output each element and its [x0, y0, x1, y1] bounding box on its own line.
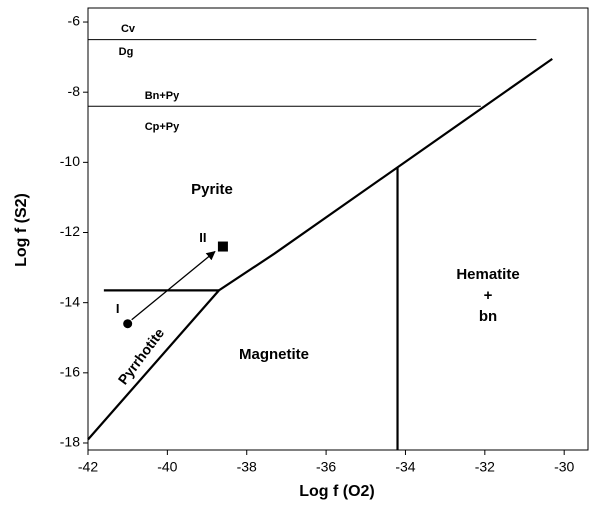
region-label: bn — [479, 308, 497, 325]
x-tick-label: -30 — [554, 459, 574, 475]
x-tick-label: -40 — [157, 459, 177, 475]
point-marker — [217, 241, 228, 252]
point-label: II — [199, 230, 206, 245]
x-tick-label: -34 — [395, 459, 415, 475]
x-axis-label: Log f (O2) — [299, 483, 375, 500]
region-label: Magnetite — [239, 346, 309, 363]
x-tick-label: -38 — [237, 459, 257, 475]
point-label: I — [116, 301, 120, 316]
region-label: Hematite — [456, 266, 519, 283]
y-axis-label: Log f (S2) — [13, 193, 30, 267]
region-label: Bn+Py — [145, 90, 180, 102]
region-label: Pyrite — [191, 181, 233, 198]
y-tick-label: -12 — [60, 223, 80, 239]
x-tick-label: -32 — [475, 459, 495, 475]
plot-frame — [87, 7, 589, 451]
arrow — [131, 250, 216, 321]
region-label: Cp+Py — [145, 121, 180, 133]
region-label: + — [484, 287, 493, 304]
y-tick-label: -14 — [60, 293, 80, 309]
x-tick-label: -36 — [316, 459, 336, 475]
region-label: Dg — [119, 46, 134, 58]
region-label: Cv — [121, 23, 136, 35]
x-tick-label: -42 — [78, 459, 98, 475]
y-tick-label: -6 — [68, 13, 81, 29]
point-marker — [123, 319, 133, 329]
y-tick-label: -16 — [60, 364, 80, 380]
y-tick-label: -8 — [68, 83, 81, 99]
y-tick-label: -10 — [60, 153, 80, 169]
y-tick-label: -18 — [60, 434, 80, 450]
phase-boundary — [87, 57, 553, 441]
